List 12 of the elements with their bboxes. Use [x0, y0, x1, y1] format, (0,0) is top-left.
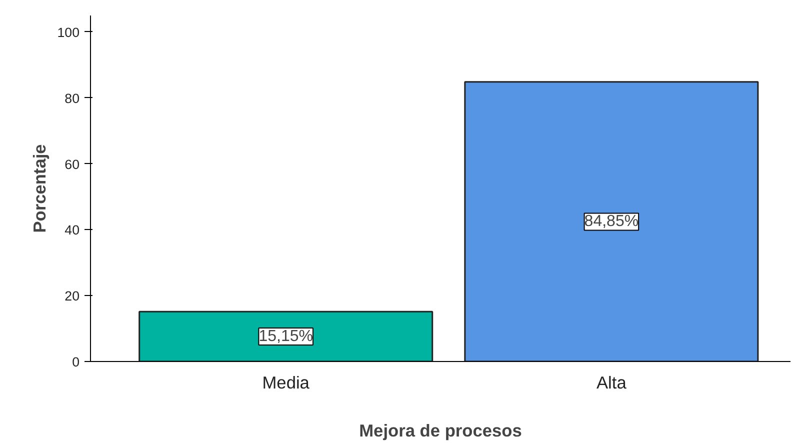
y-tick-label: 80 — [64, 90, 80, 106]
y-axis-title: Porcentaje — [29, 144, 50, 233]
y-tick-label: 0 — [72, 354, 80, 370]
x-tick-label: Media — [262, 372, 310, 392]
y-tick-label: 100 — [57, 24, 80, 40]
x-tick-label: Alta — [596, 372, 627, 392]
y-tick-label: 20 — [64, 288, 80, 304]
x-axis-title: Mejora de procesos — [359, 420, 522, 440]
y-tick-label: 40 — [64, 222, 80, 238]
y-tick-label: 60 — [64, 156, 80, 172]
data-label: 15,15% — [258, 328, 313, 346]
data-label: 84,85% — [584, 213, 639, 230]
